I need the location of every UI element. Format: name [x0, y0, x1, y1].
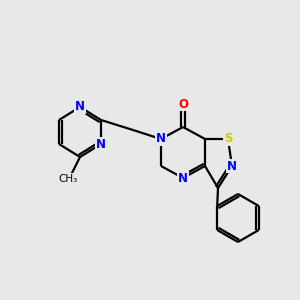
Text: N: N: [75, 100, 85, 113]
Text: S: S: [224, 133, 232, 146]
Text: O: O: [178, 98, 188, 110]
Text: N: N: [178, 172, 188, 184]
Text: N: N: [156, 133, 166, 146]
Text: N: N: [227, 160, 237, 172]
Text: N: N: [96, 137, 106, 151]
Text: CH₃: CH₃: [58, 174, 78, 184]
